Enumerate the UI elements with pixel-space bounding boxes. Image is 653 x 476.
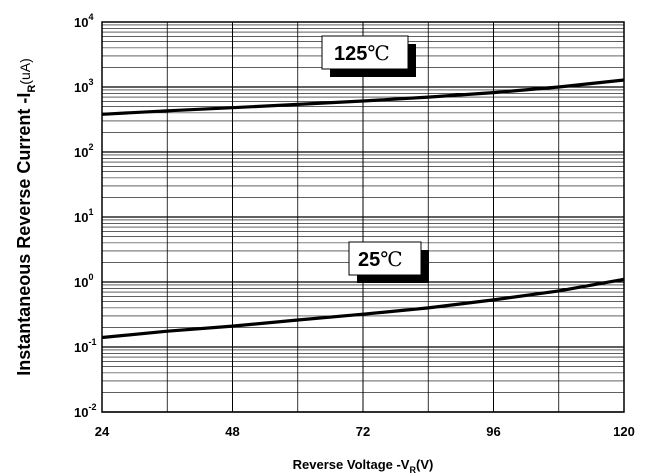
y-axis-title: Instantaneous Reverse Current -IR(uA) (14, 58, 38, 375)
x-tick-labels: 24 48 72 96 120 (95, 424, 635, 439)
y-tick-label: 103 (74, 77, 93, 95)
annotation-box (321, 35, 409, 70)
x-tick-label: 24 (95, 424, 110, 439)
x-axis-title: Reverse Voltage -VR(V) (293, 457, 434, 475)
y-tick-label: 100 (74, 272, 93, 290)
y-tick-labels: 10-2 10-1 100 101 102 103 104 (74, 12, 96, 420)
x-tick-label: 120 (613, 424, 635, 439)
plot-frame (101, 21, 625, 413)
chart-grid (102, 22, 624, 413)
y-tick-label: 10-2 (74, 402, 96, 420)
annotation-label: 25℃ (358, 247, 403, 271)
series-line (101, 277, 625, 340)
series-layer (101, 78, 625, 340)
y-tick-label: 10-1 (74, 337, 96, 355)
annotation-label: 125℃ (334, 41, 390, 65)
series-line (101, 78, 625, 116)
x-tick-label: 48 (225, 424, 239, 439)
x-tick-label: 72 (356, 424, 370, 439)
y-tick-label: 101 (74, 207, 93, 225)
y-tick-label: 102 (74, 142, 93, 160)
x-tick-label: 96 (486, 424, 500, 439)
series-annotations: 125℃ 25℃ (321, 35, 429, 283)
y-tick-label: 104 (74, 12, 93, 30)
annotation-box (348, 241, 422, 276)
